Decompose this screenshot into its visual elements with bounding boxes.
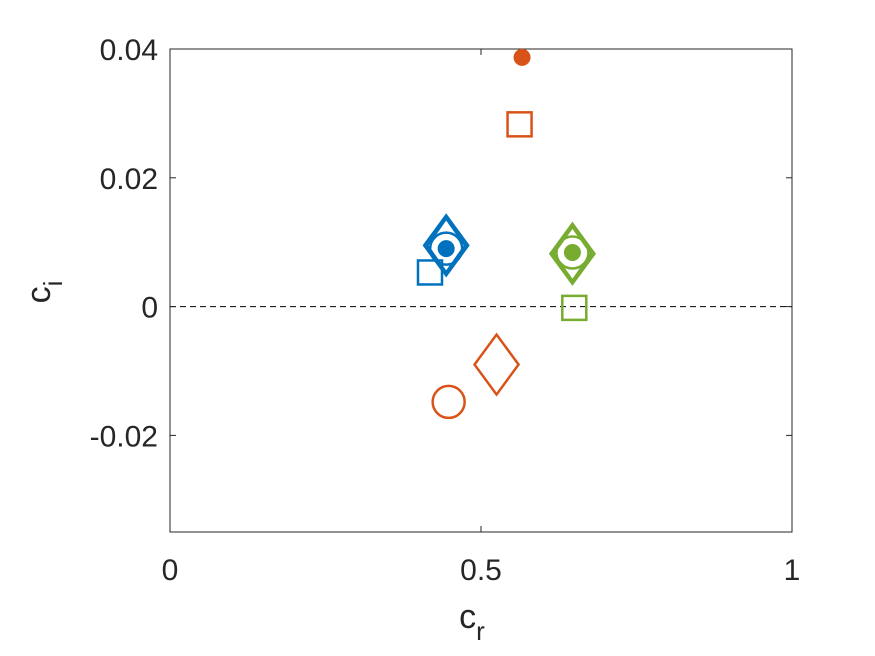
square-marker xyxy=(506,111,533,138)
plot-area xyxy=(169,48,793,533)
x-tick-label: 0 xyxy=(162,554,179,587)
y-tick-label: 0.04 xyxy=(100,34,158,67)
y-axis-label: ci xyxy=(20,281,68,304)
filled-circle-marker xyxy=(513,48,531,66)
diamond-marker xyxy=(422,213,470,278)
x-tick-label: 1 xyxy=(784,554,801,587)
circle-marker xyxy=(555,235,590,270)
square-marker xyxy=(416,259,444,286)
circle-marker xyxy=(431,384,466,420)
x-axis-label: cr xyxy=(459,598,485,646)
x-tick-label: 0.5 xyxy=(460,554,502,587)
diamond-marker xyxy=(425,216,467,275)
square-marker xyxy=(561,294,588,322)
x-axis-label-subscript: r xyxy=(476,616,485,646)
circle-marker xyxy=(428,231,464,266)
y-axis-label-main: c xyxy=(20,286,58,303)
y-tick-label: -0.02 xyxy=(90,420,158,453)
x-axis-label-main: c xyxy=(459,598,476,636)
diamond-marker xyxy=(472,332,521,397)
filled-circle-marker xyxy=(563,244,581,262)
data-points xyxy=(416,48,596,420)
axis-ticks: 0 0.5 1 -0.02 0 0.02 0.04 xyxy=(90,34,801,587)
y-axis-label-subscript: i xyxy=(38,281,68,287)
y-tick-label: 0.02 xyxy=(100,163,158,196)
y-tick-label: 0 xyxy=(141,292,158,325)
filled-circle-marker xyxy=(437,240,455,258)
